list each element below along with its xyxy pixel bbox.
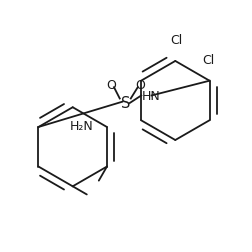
Text: O: O (135, 78, 145, 91)
Text: Cl: Cl (170, 34, 182, 47)
Text: HN: HN (141, 90, 160, 103)
Text: S: S (120, 96, 130, 111)
Text: Cl: Cl (201, 54, 213, 67)
Text: H₂N: H₂N (69, 120, 93, 133)
Text: O: O (106, 78, 116, 91)
